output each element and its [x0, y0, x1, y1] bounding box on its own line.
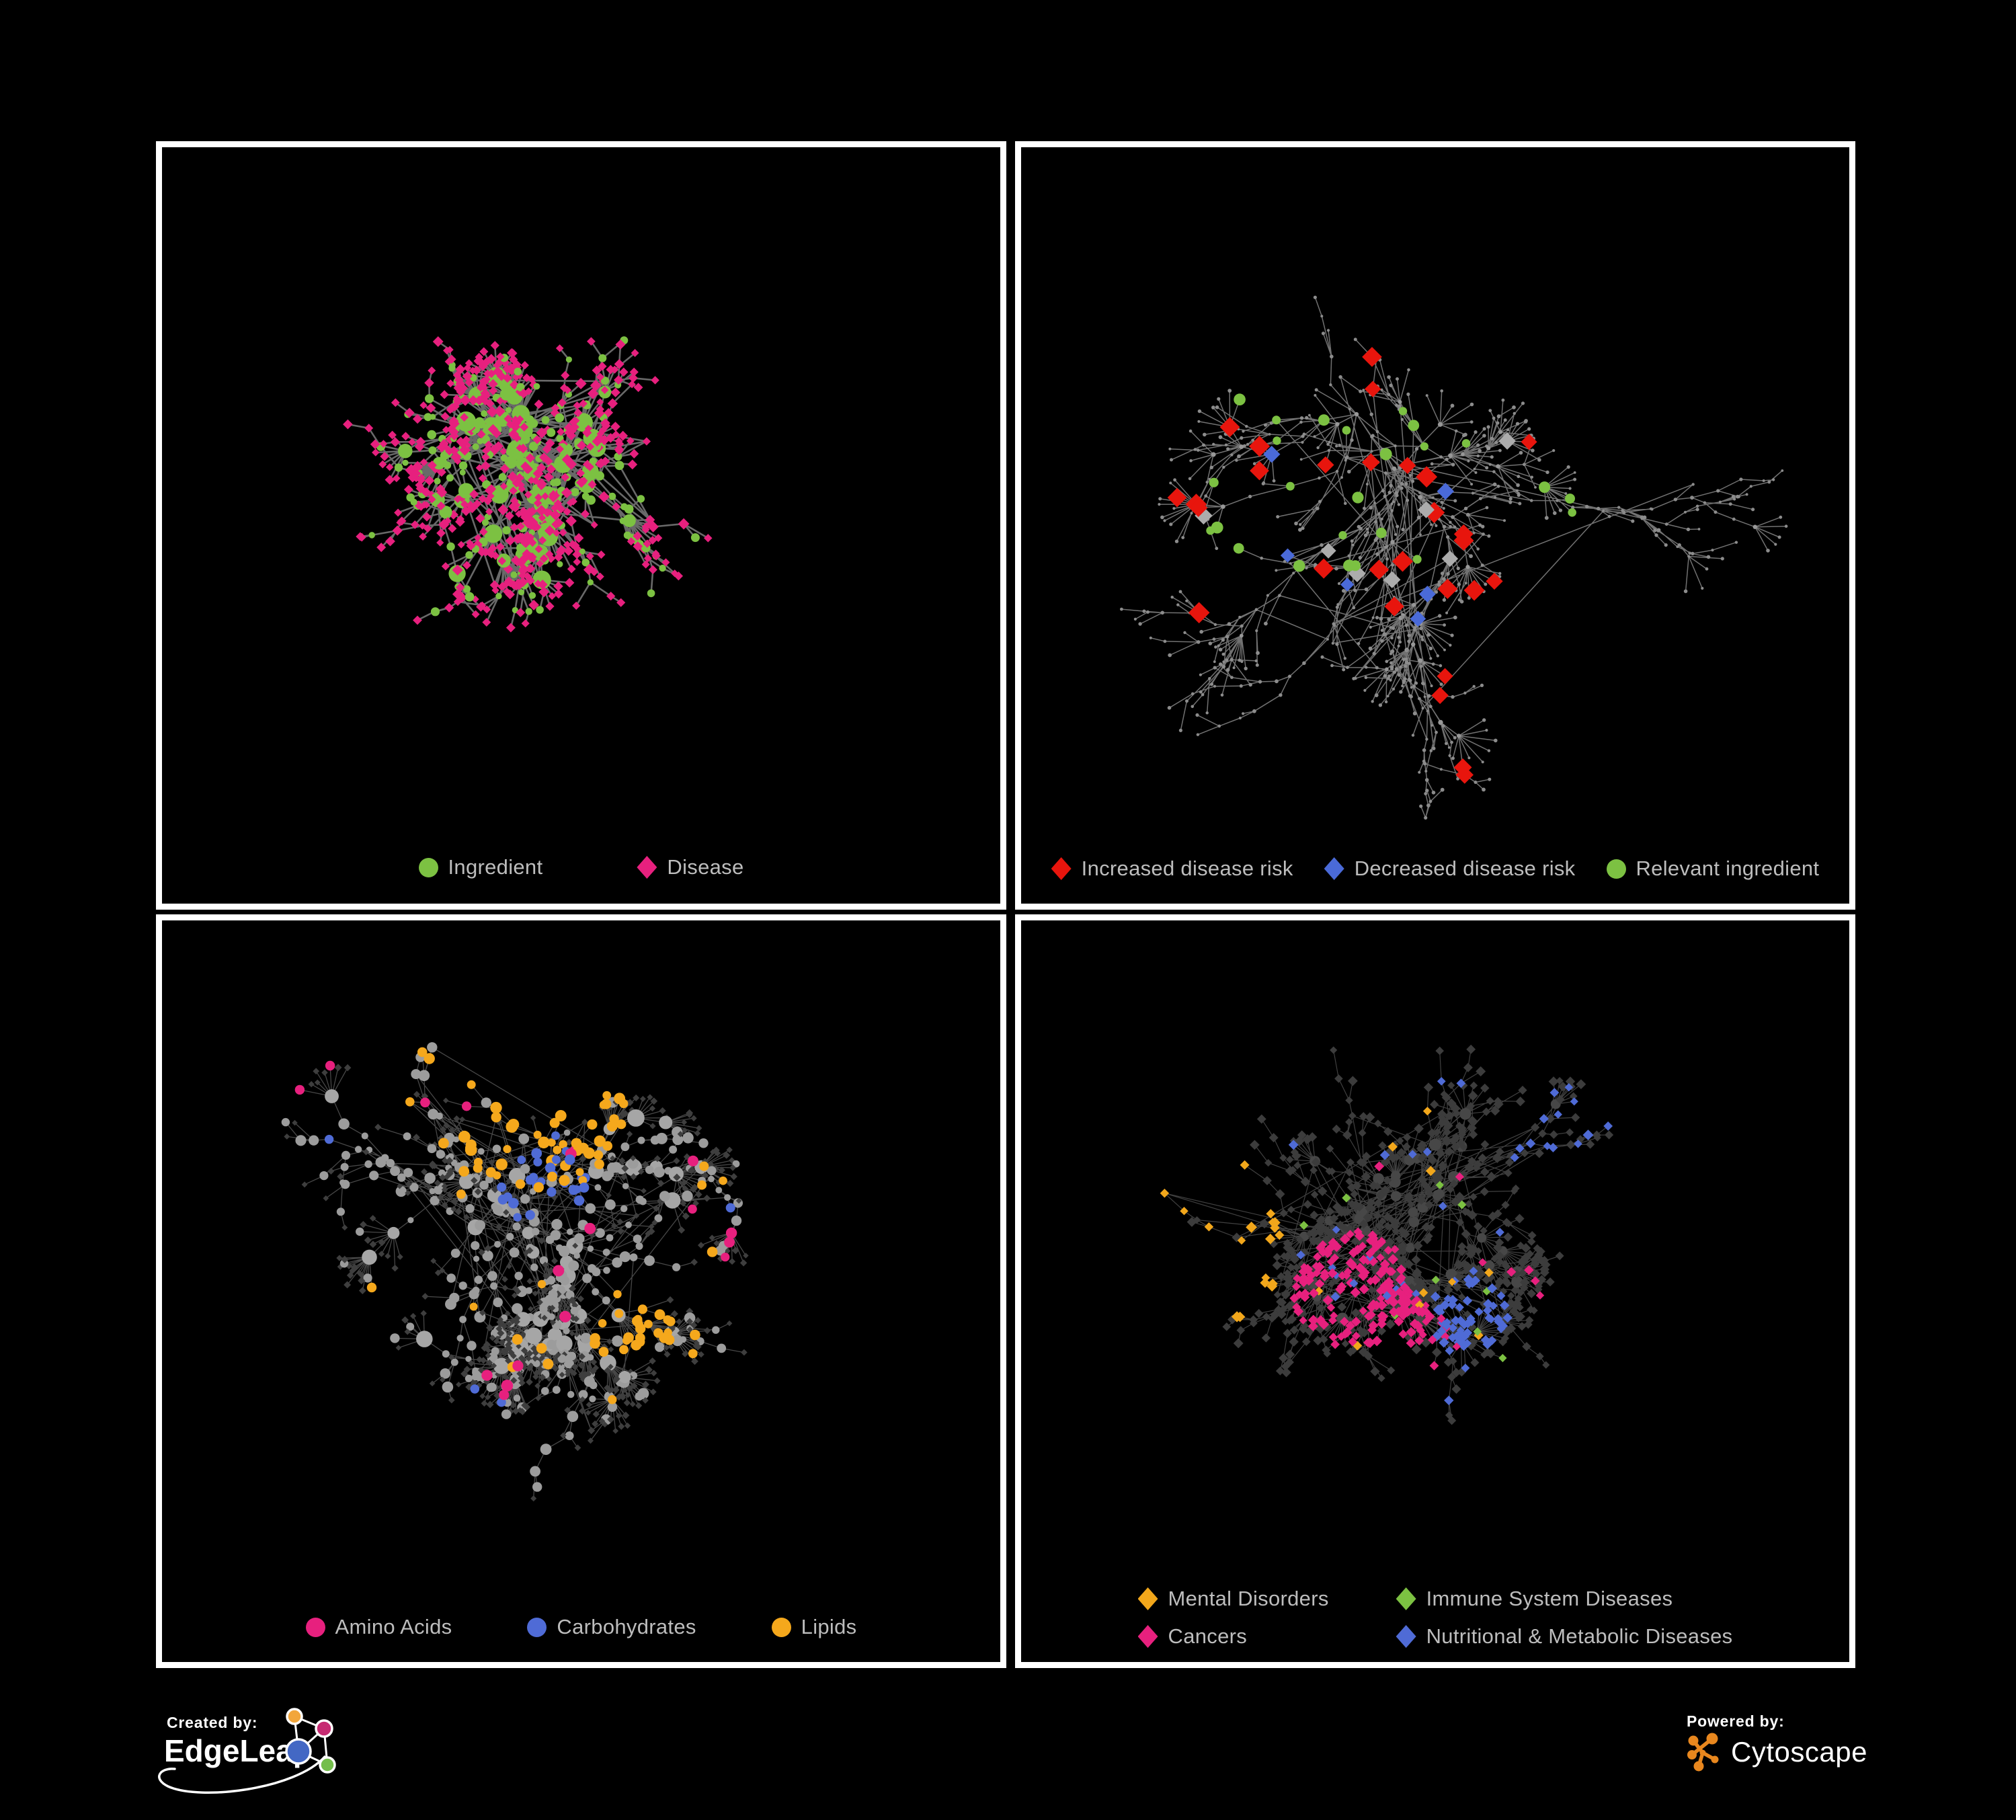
carbohydrates-circle-icon — [527, 1617, 547, 1637]
edgeleap-swoosh-icon — [158, 1755, 326, 1794]
legend-item-mental-disorders: Mental Disorders — [1137, 1587, 1329, 1611]
cancers-diamond-icon — [1137, 1625, 1158, 1648]
ingredient-circle-icon — [418, 857, 438, 877]
edgeleap-logo-icon — [285, 1708, 336, 1774]
graph-nodes — [281, 1042, 749, 1502]
powered-by-label: Powered by: — [1687, 1712, 1785, 1730]
legend-label-lipids: Lipids — [801, 1615, 857, 1638]
legend-item-lipids: Lipids — [771, 1615, 857, 1639]
immune-diseases-diamond-icon — [1396, 1587, 1416, 1610]
edgeleap-branding: Created by: EdgeLeap — [158, 1708, 510, 1819]
legend-disease-risk: Increased disease risk Decreased disease… — [1021, 857, 1849, 881]
panel-nutrient-classes-network: Amino Acids Carbohydrates Lipids — [156, 914, 1006, 1668]
legend-ingredient-disease: Ingredient Disease — [162, 855, 1000, 879]
disease-diamond-icon — [637, 856, 657, 879]
legend-item-carbohydrates: Carbohydrates — [527, 1615, 696, 1639]
legend-label-immune-diseases: Immune System Diseases — [1426, 1587, 1673, 1610]
legend-item-immune-diseases: Immune System Diseases — [1396, 1587, 1733, 1611]
cytoscape-logo-icon — [1687, 1733, 1719, 1772]
panel-disease-risk-network: Increased disease risk Decreased disease… — [1015, 141, 1855, 910]
disease-risk-graph — [1120, 295, 1788, 820]
legend-label-cancers: Cancers — [1168, 1624, 1248, 1648]
nutrient-classes-graph — [281, 1042, 749, 1502]
graph-nodes — [1120, 295, 1788, 820]
legend-label-carbohydrates: Carbohydrates — [557, 1615, 696, 1638]
legend-label-decreased-risk: Decreased disease risk — [1354, 857, 1576, 880]
legend-label-nutritional-metabolic: Nutritional & Metabolic Diseases — [1426, 1624, 1733, 1648]
graph-edges — [285, 1047, 746, 1499]
legend-item-increased-risk: Increased disease risk — [1051, 857, 1293, 881]
legend-label-disease: Disease — [667, 855, 744, 879]
relevant-ingredient-circle-icon — [1606, 859, 1626, 879]
legend-label-relevant-ingredient: Relevant ingredient — [1636, 857, 1820, 880]
legend-label-ingredient: Ingredient — [448, 855, 543, 879]
amino-acids-circle-icon — [305, 1617, 325, 1637]
increased-risk-diamond-icon — [1051, 857, 1072, 880]
legend-label-increased-risk: Increased disease risk — [1081, 857, 1293, 880]
legend-item-amino-acids: Amino Acids — [305, 1615, 452, 1639]
legend-nutrient-classes: Amino Acids Carbohydrates Lipids — [162, 1615, 1000, 1639]
ingredient-disease-graph — [343, 336, 713, 633]
decreased-risk-diamond-icon — [1324, 857, 1344, 880]
disease-classes-graph — [1160, 1044, 1614, 1425]
panel-ingredient-disease-network: Ingredient Disease — [156, 141, 1006, 910]
legend-item-ingredient: Ingredient — [418, 855, 543, 879]
graph-edges — [1121, 297, 1787, 818]
cytoscape-branding: Powered by: Cytoscape — [1684, 1712, 1966, 1807]
legend-item-decreased-risk: Decreased disease risk — [1324, 857, 1576, 881]
legend-label-amino-acids: Amino Acids — [335, 1615, 452, 1638]
cytoscape-wordmark: Cytoscape — [1731, 1736, 1867, 1768]
created-by-label: Created by: — [167, 1714, 258, 1731]
mental-disorders-diamond-icon — [1137, 1587, 1158, 1610]
graph-nodes — [343, 336, 713, 633]
legend-item-nutritional-metabolic: Nutritional & Metabolic Diseases — [1396, 1624, 1733, 1649]
nutritional-metabolic-diamond-icon — [1396, 1625, 1416, 1648]
lipids-circle-icon — [771, 1617, 791, 1637]
legend-item-disease: Disease — [637, 855, 743, 879]
legend-disease-classes: Mental Disorders Immune System Diseases … — [1021, 1587, 1849, 1649]
legend-label-mental-disorders: Mental Disorders — [1168, 1587, 1329, 1610]
panel-disease-classes-network: Mental Disorders Immune System Diseases … — [1015, 914, 1855, 1668]
legend-item-cancers: Cancers — [1137, 1624, 1329, 1649]
legend-item-relevant-ingredient: Relevant ingredient — [1606, 857, 1820, 881]
